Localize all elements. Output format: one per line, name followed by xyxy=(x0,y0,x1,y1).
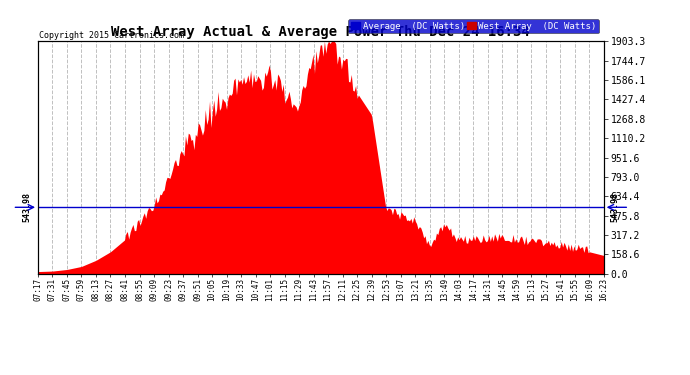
Text: Copyright 2015 Cartronics.com: Copyright 2015 Cartronics.com xyxy=(39,31,184,40)
Text: 543.98: 543.98 xyxy=(22,192,31,222)
Title: West Array Actual & Average Power Thu Dec 24 16:34: West Array Actual & Average Power Thu De… xyxy=(112,25,530,39)
Legend: Average  (DC Watts), West Array  (DC Watts): Average (DC Watts), West Array (DC Watts… xyxy=(348,19,599,33)
Text: 543.98: 543.98 xyxy=(611,192,620,222)
